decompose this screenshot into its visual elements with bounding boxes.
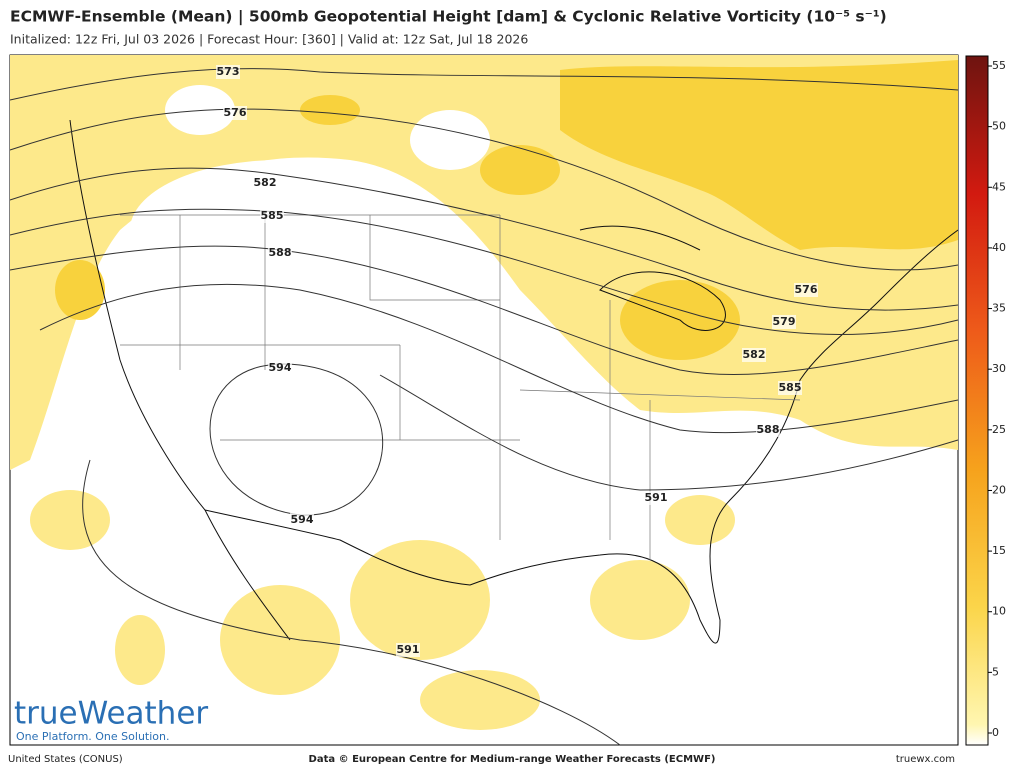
contour-label-bg (260, 209, 284, 223)
geography (69, 119, 958, 644)
colorbar (965, 55, 989, 746)
colorbar-scale (965, 55, 989, 746)
contour-label-bg (253, 176, 277, 190)
title: ECMWF-Ensemble (Mean) | 500mb Geopotenti… (10, 8, 887, 27)
colorbar-tick-label: 20 (992, 483, 1006, 496)
contour-label: 588 (757, 423, 780, 436)
subtitle: Initalized: 12z Fri, Jul 03 2026 | Forec… (10, 32, 528, 47)
contour-label-bg (756, 423, 780, 437)
footer-credit: Data © European Centre for Medium-range … (309, 754, 716, 765)
colorbar-tick-label: 35 (992, 302, 1006, 315)
contour-label: 576 (795, 283, 818, 296)
contour-label-bg (742, 348, 766, 362)
contour-label: 576 (224, 106, 247, 119)
vorticity-field (10, 55, 958, 730)
logo-tagline: One Platform. One Solution. (16, 730, 169, 743)
colorbar-tick-label: 15 (992, 544, 1006, 557)
contour-label-bg (794, 283, 818, 297)
contour-label-bg (268, 361, 292, 375)
contour-label: 588 (269, 246, 292, 259)
contour-label-bg (644, 491, 668, 505)
contour-label-bg (772, 315, 796, 329)
contour-label-bg (778, 381, 802, 395)
colorbar-tick-label: 55 (992, 59, 1006, 72)
contour-label: 582 (743, 348, 766, 361)
colorbar-tick-label: 25 (992, 423, 1006, 436)
colorbar-tick-label: 50 (992, 120, 1006, 133)
contour-label: 594 (291, 513, 314, 526)
colorbar-tick-label: 40 (992, 241, 1006, 254)
contour-label: 591 (645, 491, 668, 504)
contour-label-bg (268, 246, 292, 260)
contour-label: 585 (779, 381, 802, 394)
contour-label: 594 (269, 361, 292, 374)
contour-label: 573 (217, 65, 240, 78)
contour-label: 579 (773, 315, 796, 328)
contour-label: 591 (397, 643, 420, 656)
contour-label-bg (290, 513, 314, 527)
contours (9, 68, 959, 746)
contour-label: 585 (261, 209, 284, 222)
colorbar-tick-label: 0 (992, 726, 999, 739)
colorbar-tick-label: 45 (992, 180, 1006, 193)
footer-site: truewx.com (896, 754, 955, 765)
colorbar-tick-label: 10 (992, 605, 1006, 618)
contour-label: 582 (254, 176, 277, 189)
colorbar-tick-label: 30 (992, 362, 1006, 375)
colorbar-tick-label: 5 (992, 665, 999, 678)
logo: trueWeather (14, 696, 208, 732)
contour-label-bg (396, 643, 420, 657)
footer-region: United States (CONUS) (8, 754, 123, 765)
contour-label-bg (223, 106, 247, 120)
map (9, 54, 959, 746)
contour-label-bg (216, 65, 240, 79)
